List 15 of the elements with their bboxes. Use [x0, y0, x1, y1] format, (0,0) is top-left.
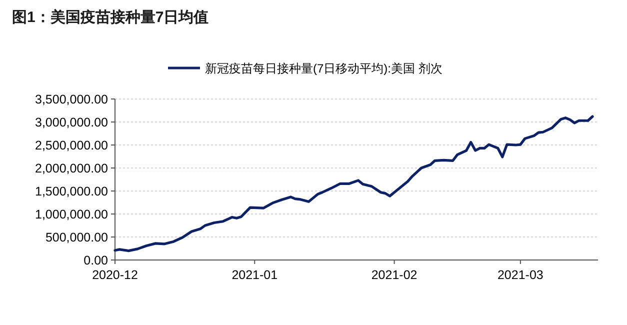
y-tick-label: 3,500,000.00 — [35, 92, 108, 106]
legend-label: 新冠疫苗每日接种量(7日移动平均):美国 剂次 — [205, 62, 442, 76]
line-series — [114, 115, 594, 252]
x-tick-label: 2020-12 — [92, 268, 138, 282]
y-tick-label: 1,500,000.00 — [35, 184, 108, 198]
y-tick-label: 0.00 — [84, 254, 108, 268]
chart-title: 图1：美国疫苗接种量7日均值 — [12, 8, 209, 26]
x-tick-label: 2021-03 — [497, 268, 544, 282]
y-tick-label: 500,000.00 — [45, 230, 108, 244]
x-tick-label: 2021-02 — [371, 268, 418, 282]
y-tick-label: 2,000,000.00 — [35, 162, 108, 176]
x-tick-label: 2021-01 — [232, 268, 278, 282]
y-tick-label: 1,000,000.00 — [35, 208, 108, 222]
y-tick-label: 2,500,000.00 — [35, 138, 108, 152]
y-tick-label: 3,000,000.00 — [35, 116, 108, 130]
